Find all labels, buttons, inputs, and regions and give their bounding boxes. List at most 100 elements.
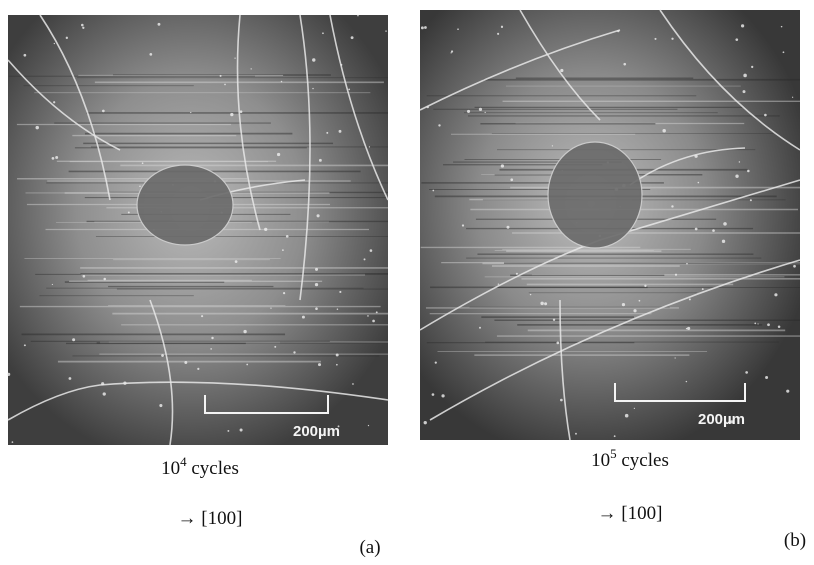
speck: [69, 377, 72, 380]
speck: [497, 33, 499, 35]
speck: [432, 393, 435, 396]
speck: [712, 229, 715, 232]
speck: [750, 199, 752, 201]
speck: [220, 75, 222, 77]
speck: [735, 38, 738, 41]
speck: [277, 153, 280, 156]
speck: [671, 38, 673, 40]
speck: [633, 309, 636, 312]
speck: [312, 58, 315, 61]
speck: [72, 338, 75, 341]
speck: [441, 394, 444, 397]
speck: [348, 89, 350, 91]
speck: [246, 364, 248, 366]
speck: [139, 185, 141, 187]
speck: [351, 36, 354, 39]
speck: [743, 90, 746, 93]
speck: [467, 110, 470, 113]
speck: [743, 74, 747, 78]
speck: [654, 38, 656, 40]
speck: [149, 53, 152, 56]
speck: [227, 430, 229, 432]
speck: [741, 24, 744, 27]
speck: [506, 226, 509, 229]
speck: [369, 146, 370, 147]
speck: [367, 315, 369, 317]
speck: [102, 110, 105, 113]
speck: [778, 326, 781, 329]
speck: [282, 249, 284, 251]
cycles-base: 10: [161, 458, 180, 479]
speck: [270, 307, 271, 308]
speck: [689, 298, 691, 300]
speck: [103, 392, 106, 395]
speck: [315, 307, 318, 310]
micrograph: 200µm: [7, 15, 388, 445]
speck: [312, 88, 313, 89]
speck: [745, 371, 748, 374]
speck: [385, 30, 386, 31]
speck: [336, 364, 338, 366]
speck: [224, 84, 226, 86]
speck: [240, 429, 243, 432]
speck: [24, 54, 27, 57]
speck: [82, 27, 84, 29]
speck: [234, 57, 235, 58]
cycles-base: 10: [591, 450, 610, 471]
speck: [614, 435, 616, 437]
panel-label: (b): [784, 530, 806, 551]
speck: [52, 157, 55, 160]
speck: [240, 110, 243, 113]
cycles-text: cycles: [617, 450, 669, 471]
speck: [722, 240, 725, 243]
speck: [274, 346, 276, 348]
speck: [560, 69, 563, 72]
speck: [352, 383, 354, 385]
caption-cycles: 104 cycles: [161, 454, 239, 479]
speck: [435, 362, 437, 364]
speck: [210, 348, 212, 350]
speck: [315, 283, 318, 286]
speck: [686, 381, 687, 382]
speck: [7, 373, 10, 376]
speck: [52, 284, 53, 285]
speck: [364, 258, 366, 260]
speck: [675, 274, 677, 276]
speck: [53, 101, 55, 103]
speck: [686, 263, 688, 265]
speck: [230, 113, 233, 116]
speck: [634, 408, 635, 409]
scale-bar-label: 200µm: [698, 411, 745, 428]
speck: [319, 159, 322, 162]
speck: [424, 421, 427, 424]
speck: [644, 285, 646, 287]
speck: [159, 404, 162, 407]
speck: [438, 124, 440, 126]
speck: [432, 190, 434, 192]
direction: → [100]: [178, 508, 243, 529]
speck: [757, 323, 758, 324]
speck: [510, 178, 513, 181]
speck: [781, 26, 783, 28]
speck: [83, 275, 86, 278]
page: {"panels": [ {"label": "(a)", "cycles_ba…: [0, 0, 814, 565]
speck: [286, 235, 289, 238]
speck: [368, 425, 369, 426]
panel-label: (a): [359, 537, 380, 558]
scale-bar-label: 200µm: [293, 423, 340, 440]
speck: [357, 15, 359, 17]
speck: [336, 353, 339, 356]
speck: [339, 291, 341, 293]
speck: [24, 344, 26, 346]
speck: [281, 81, 283, 83]
speck: [687, 327, 690, 330]
speck: [754, 323, 756, 325]
speck: [12, 441, 14, 443]
speck: [747, 170, 750, 173]
speck: [544, 302, 547, 305]
speck: [372, 320, 375, 323]
speck: [197, 368, 199, 370]
speck: [339, 130, 342, 133]
speck: [735, 175, 738, 178]
speck: [723, 222, 727, 226]
